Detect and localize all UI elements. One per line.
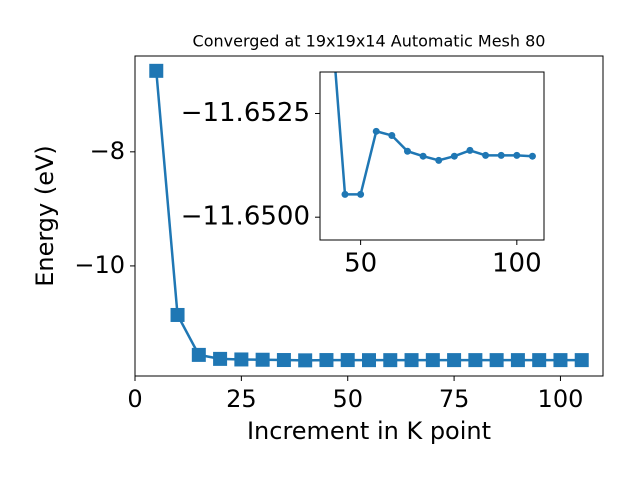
marker [553, 353, 568, 368]
marker [532, 353, 547, 368]
marker [510, 353, 525, 368]
marker [447, 353, 462, 368]
marker [319, 353, 334, 368]
marker [404, 353, 419, 368]
marker [528, 152, 536, 160]
x-axis-label: Increment in K point [247, 417, 491, 445]
marker [403, 147, 411, 155]
marker [276, 353, 291, 368]
plot [334, 72, 536, 198]
y-tick-label: −10 [74, 251, 125, 279]
marker [255, 352, 270, 367]
x-tick-label: 75 [439, 385, 470, 413]
y-tick-label: −8 [90, 137, 125, 165]
marker [419, 152, 427, 160]
marker [466, 146, 474, 154]
marker [383, 353, 398, 368]
marker [357, 190, 365, 198]
marker [468, 353, 483, 368]
y-tick-label: −11.6500 [181, 202, 310, 232]
marker [489, 353, 504, 368]
marker [170, 307, 185, 322]
y-axis-label: Energy (eV) [31, 145, 59, 287]
plot [149, 63, 589, 368]
marker [482, 151, 490, 159]
marker [191, 347, 206, 362]
axes-frame [319, 71, 545, 241]
marker [372, 127, 380, 135]
chart-title: Converged at 19x19x14 Automatic Mesh 80 [193, 32, 546, 51]
marker [388, 131, 396, 139]
marker [513, 151, 521, 159]
x-tick-label: 0 [127, 385, 142, 413]
marker [574, 353, 589, 368]
y-tick-label: −11.6525 [181, 98, 310, 128]
marker [435, 156, 443, 164]
marker [497, 151, 505, 159]
marker [450, 152, 458, 160]
marker [213, 351, 228, 366]
marker [298, 353, 313, 368]
marker [234, 352, 249, 367]
x-tick-label: 25 [226, 385, 257, 413]
marker [149, 63, 164, 78]
x-tick-label: 50 [332, 385, 363, 413]
x-tick-label: 100 [538, 385, 584, 413]
x-tick-label: 100 [492, 249, 542, 279]
x-tick-label: 50 [344, 249, 377, 279]
marker [340, 353, 355, 368]
marker [362, 353, 376, 368]
marker [341, 190, 349, 198]
axes-frame [134, 55, 604, 377]
marker [425, 353, 440, 368]
